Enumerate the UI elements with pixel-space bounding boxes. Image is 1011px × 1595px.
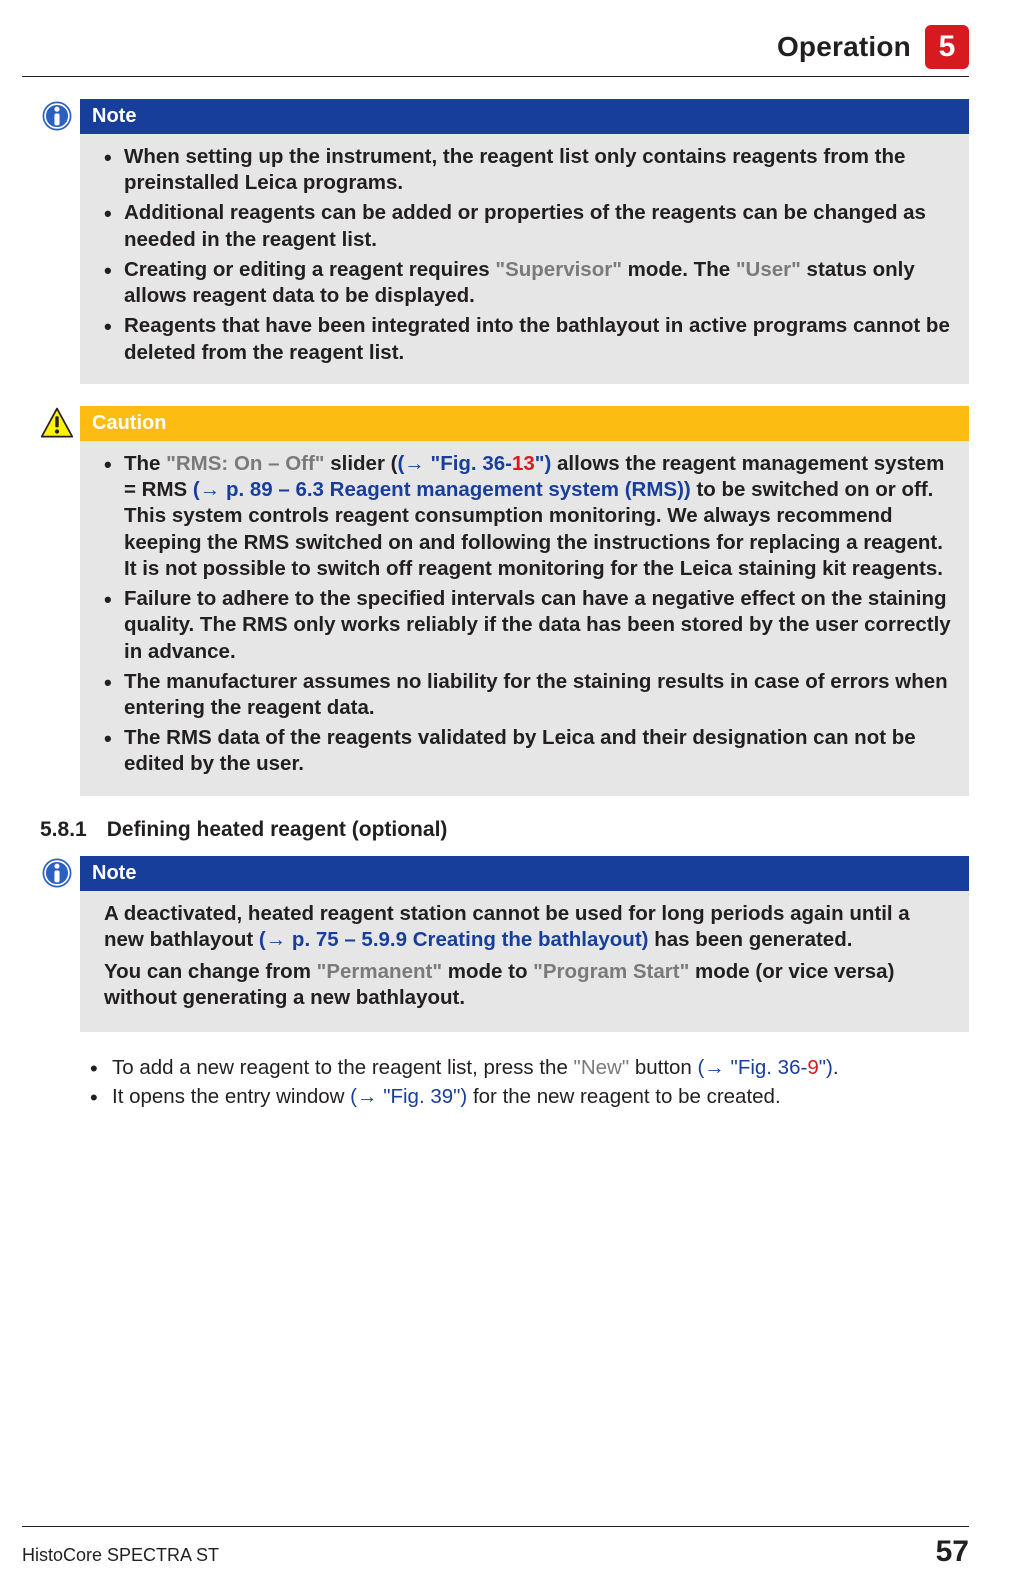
note-body: When setting up the instrument, the reag…: [80, 134, 969, 384]
muted-term: "User": [736, 258, 801, 281]
text-run: for the new reagent to be created.: [467, 1085, 780, 1108]
cross-reference-link[interactable]: (→ "Fig. 36-: [397, 452, 512, 475]
list-item: The "RMS: On – Off" slider ((→ "Fig. 36-…: [104, 451, 953, 582]
muted-term: "Permanent": [317, 960, 442, 983]
muted-term: "Supervisor": [495, 258, 622, 281]
cross-reference-link[interactable]: "): [535, 452, 552, 475]
text-run: The: [124, 452, 166, 475]
text-run: It opens the entry window: [112, 1085, 350, 1108]
info-icon: [40, 99, 80, 133]
note-body-2: A deactivated, heated reagent station ca…: [80, 891, 969, 1032]
caution-body: The "RMS: On – Off" slider ((→ "Fig. 36-…: [80, 441, 969, 796]
content-area: Note When setting up the instrument, the…: [22, 77, 969, 1110]
list-item: The manufacturer assumes no liability fo…: [104, 669, 953, 721]
text-run: Failure to adhere to the specified inter…: [124, 587, 951, 662]
muted-term: "New": [574, 1056, 630, 1079]
text-run: The RMS data of the reagents validated b…: [124, 726, 916, 775]
note-title: Note: [80, 99, 969, 134]
caution-list: The "RMS: On – Off" slider ((→ "Fig. 36-…: [104, 451, 953, 778]
footer-product-name: HistoCore SPECTRA ST: [22, 1545, 219, 1566]
text-run: button: [629, 1056, 697, 1079]
cross-reference-link[interactable]: (→ "Fig. 39"): [350, 1085, 467, 1108]
note-paragraph: You can change from "Permanent" mode to …: [104, 959, 953, 1011]
subsection-heading: 5.8.1 Defining heated reagent (optional): [40, 818, 969, 842]
text-run: mode. The: [622, 258, 736, 281]
list-item: Creating or editing a reagent requires "…: [104, 257, 953, 309]
cross-reference-link[interactable]: (→ "Fig. 36-: [698, 1056, 808, 1079]
page: Operation 5 Note When setting up the ins…: [0, 0, 1011, 1595]
note-callout-2: Note A deactivated, heated reagent stati…: [40, 856, 969, 1032]
list-item: Failure to adhere to the specified inter…: [104, 586, 953, 665]
subsection-number: 5.8.1: [40, 818, 87, 842]
subsection-title: Defining heated reagent (optional): [107, 818, 448, 842]
list-item: Reagents that have been integrated into …: [104, 313, 953, 365]
caution-callout: Caution The "RMS: On – Off" slider ((→ "…: [40, 406, 969, 796]
list-item: It opens the entry window (→ "Fig. 39") …: [90, 1083, 969, 1110]
muted-term: "RMS: On – Off": [166, 452, 324, 475]
note-callout: Note When setting up the instrument, the…: [40, 99, 969, 384]
body-bullet-list: To add a new reagent to the reagent list…: [40, 1054, 969, 1110]
text-run: .: [833, 1056, 839, 1079]
text-run: You can change from: [104, 960, 317, 983]
text-run: Additional reagents can be added or prop…: [124, 201, 926, 250]
page-header: Operation 5: [22, 22, 969, 72]
text-run: has been generated.: [649, 928, 853, 951]
note-paragraph: A deactivated, heated reagent station ca…: [104, 901, 953, 953]
text-run: mode to: [442, 960, 533, 983]
text-run: To add a new reagent to the reagent list…: [112, 1056, 574, 1079]
cross-reference-link[interactable]: 9: [807, 1056, 818, 1079]
footer-rule: [22, 1526, 969, 1527]
note-title-2: Note: [80, 856, 969, 891]
page-footer: HistoCore SPECTRA ST 57: [22, 1526, 969, 1569]
chapter-title: Operation: [777, 31, 911, 63]
text-run: slider (: [325, 452, 398, 475]
text-run: Reagents that have been integrated into …: [124, 314, 950, 363]
info-icon: [40, 856, 80, 890]
cross-reference-link[interactable]: "): [819, 1056, 833, 1079]
list-item: When setting up the instrument, the reag…: [104, 144, 953, 196]
footer-row: HistoCore SPECTRA ST 57: [22, 1535, 969, 1569]
note-list: When setting up the instrument, the reag…: [104, 144, 953, 366]
list-item: Additional reagents can be added or prop…: [104, 200, 953, 252]
text-run: The manufacturer assumes no liability fo…: [124, 670, 948, 719]
chapter-number-badge: 5: [925, 25, 969, 69]
warning-icon: [40, 406, 80, 440]
text-run: Creating or editing a reagent requires: [124, 258, 495, 281]
text-run: When setting up the instrument, the reag…: [124, 145, 905, 194]
cross-reference-link[interactable]: 13: [512, 452, 535, 475]
page-number: 57: [936, 1535, 969, 1569]
cross-reference-link[interactable]: (→ p. 89 – 6.3 Reagent management system…: [193, 478, 691, 501]
caution-title: Caution: [80, 406, 969, 441]
list-item: The RMS data of the reagents validated b…: [104, 725, 953, 777]
muted-term: "Program Start": [533, 960, 689, 983]
cross-reference-link[interactable]: (→ p. 75 – 5.9.9 Creating the bathlayout…: [259, 928, 649, 951]
list-item: To add a new reagent to the reagent list…: [90, 1054, 969, 1081]
